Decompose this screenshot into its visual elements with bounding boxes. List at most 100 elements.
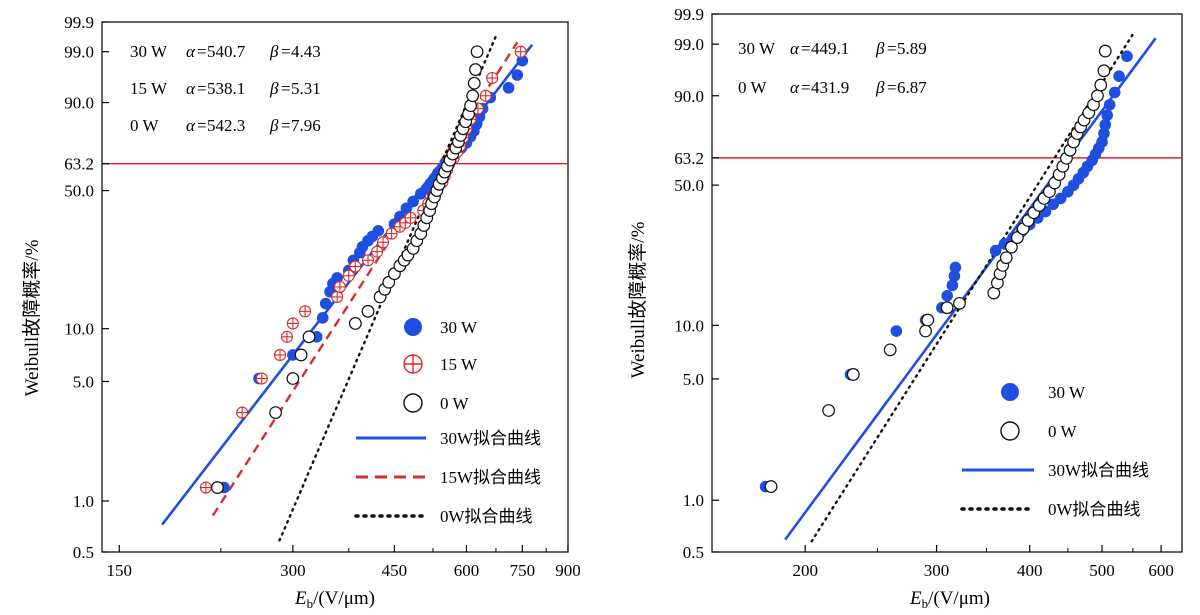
data-point	[1094, 78, 1108, 92]
x-axis-title: Eb/(V/μm)	[294, 588, 375, 611]
annotation-series: 30 W	[738, 39, 776, 58]
data-point	[466, 89, 480, 103]
right-chart: 0.5 1.0 5.0 10.0 50.0 63.2 90.0 99.0 99.9 200 300…	[627, 5, 1183, 611]
data-point	[946, 279, 959, 292]
annotation-series: 30 W	[130, 42, 168, 61]
x-tick-label: 400	[1017, 561, 1043, 580]
annotation-alpha-symbol: α	[790, 39, 800, 58]
data-point	[286, 317, 299, 330]
data-point	[1010, 231, 1024, 244]
data-point	[1101, 109, 1113, 122]
y-tick-label: 99.0	[674, 35, 704, 54]
annotation-beta-value: 6.87	[897, 78, 927, 97]
annotation-beta-eq: =	[281, 79, 291, 98]
annotation-beta-eq: =	[887, 78, 897, 97]
data-point	[294, 348, 308, 362]
data-point	[953, 296, 966, 310]
legend-marker-30w	[1001, 383, 1019, 401]
annotation-alpha-value: 540.7	[207, 42, 246, 61]
data-points	[759, 44, 1133, 493]
legend-label-0w-fit: 0W拟合曲线	[440, 507, 533, 526]
data-point	[1098, 127, 1110, 140]
data-point	[371, 245, 384, 258]
annotation-alpha-eq: =	[801, 78, 811, 97]
data-point	[236, 406, 249, 419]
data-point	[486, 71, 499, 85]
data-point	[921, 313, 935, 327]
data-point	[269, 406, 282, 419]
data-point	[1005, 240, 1018, 254]
data-point	[331, 290, 344, 303]
data-point	[273, 348, 287, 362]
annotation-beta-eq: =	[281, 116, 291, 135]
annotation-beta-eq: =	[281, 42, 291, 61]
data-point	[1099, 118, 1112, 131]
annotation-series: 15 W	[130, 79, 168, 98]
data-point	[361, 254, 375, 267]
y-tick-label: 0.5	[683, 543, 704, 562]
x-tick-label: 450	[382, 561, 408, 580]
data-point	[514, 45, 527, 58]
y-tick-label: 10.0	[64, 320, 94, 339]
data-point	[479, 89, 492, 102]
annotation-series: 0 W	[738, 78, 767, 97]
data-point	[949, 261, 962, 274]
x-ticks: 200 300 400 500 600	[711, 545, 1174, 580]
data-point	[211, 481, 224, 494]
data-point	[349, 260, 362, 273]
annotation-alpha-value: 538.1	[207, 79, 245, 98]
data-point	[1121, 50, 1133, 63]
y-tick-label: 1.0	[683, 491, 704, 510]
x-axis-title: Eb/(V/μm)	[909, 588, 990, 611]
legend-label-30w-fit: 30W拟合曲线	[1048, 461, 1149, 480]
legend-label-0w: 0 W	[440, 394, 469, 413]
y-tick-label: 90.0	[674, 87, 704, 106]
annotation-block: 30 W α = 540.7 β = 4.43 15 W α = 538.1 β…	[130, 42, 321, 135]
data-point	[1113, 70, 1125, 82]
annotation-alpha-value: 542.3	[207, 116, 245, 135]
data-point	[1097, 64, 1111, 78]
data-point	[822, 404, 836, 417]
legend-label-15w: 15 W	[440, 355, 478, 374]
data-point	[764, 480, 778, 493]
y-tick-label: 5.0	[73, 372, 94, 391]
data-point	[1054, 192, 1067, 205]
annotation-alpha-eq: =	[197, 42, 207, 61]
data-point	[385, 227, 398, 240]
data-point	[333, 280, 346, 293]
legend: 30 W 15 W 0 W 30W拟合曲线 15W拟合曲线 0W拟合曲线	[354, 318, 541, 526]
data-point	[890, 325, 903, 337]
legend-marker-15w	[403, 354, 423, 374]
annotation-block: 30 W α = 449.1 β = 5.89 0 W α = 431.9 β …	[738, 39, 927, 97]
y-tick-label: 1.0	[73, 492, 94, 511]
data-point	[376, 236, 390, 249]
y-ticks: 0.5 1.0 5.0 10.0 50.0 63.2 90.0 99.0 99.9	[64, 13, 109, 562]
legend-label-0w: 0 W	[1048, 422, 1077, 441]
y-tick-label: 50.0	[64, 182, 94, 201]
data-point	[319, 297, 332, 310]
annotation-beta-symbol: β	[875, 39, 885, 58]
y-tick-label: 99.9	[64, 13, 94, 32]
data-point	[941, 290, 953, 302]
annotation-alpha-symbol: α	[186, 79, 196, 98]
data-point	[516, 54, 529, 67]
data-point	[502, 82, 515, 94]
data-point	[286, 372, 300, 385]
data-point	[1091, 89, 1104, 103]
annotation-alpha-eq: =	[197, 79, 207, 98]
data-point	[199, 481, 212, 494]
data-points	[199, 45, 529, 494]
legend-marker-30w	[404, 318, 422, 336]
data-point	[999, 251, 1013, 265]
annotation-beta-eq: =	[887, 39, 897, 58]
annotation-alpha-value: 449.1	[811, 39, 849, 58]
y-tick-label: 5.0	[683, 370, 704, 389]
data-point	[1103, 98, 1116, 111]
data-point	[407, 195, 419, 208]
x-tick-label: 300	[924, 561, 950, 580]
annotation-alpha-symbol: α	[186, 116, 196, 135]
data-point	[846, 368, 860, 381]
data-point	[280, 330, 294, 343]
x-tick-label: 200	[792, 561, 818, 580]
